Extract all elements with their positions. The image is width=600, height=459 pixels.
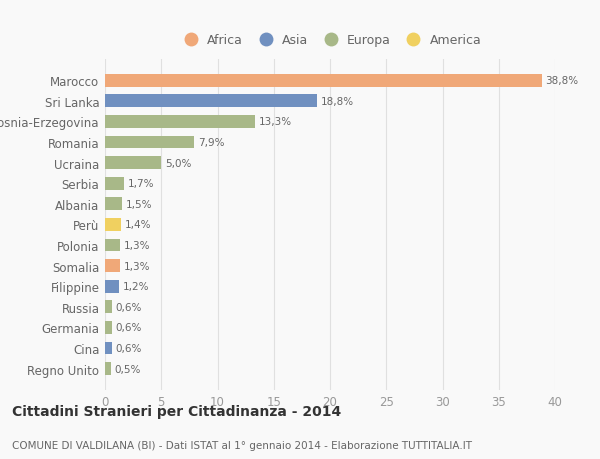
Text: 0,5%: 0,5% [115,364,141,374]
Bar [105,178,124,190]
Text: 18,8%: 18,8% [320,97,353,106]
Bar [105,198,122,211]
Bar [105,218,121,231]
Bar [105,260,119,272]
Bar [105,321,112,334]
Text: 0,6%: 0,6% [116,323,142,333]
Bar [105,363,110,375]
Text: 1,5%: 1,5% [126,199,152,209]
Bar [105,157,161,170]
Text: 0,6%: 0,6% [116,343,142,353]
Text: 5,0%: 5,0% [165,158,191,168]
Bar [105,75,542,87]
Text: 1,7%: 1,7% [128,179,155,189]
Text: 1,3%: 1,3% [124,241,150,251]
Text: 1,2%: 1,2% [122,281,149,291]
Text: Cittadini Stranieri per Cittadinanza - 2014: Cittadini Stranieri per Cittadinanza - 2… [12,404,341,418]
Text: 13,3%: 13,3% [259,117,292,127]
Bar [105,239,119,252]
Text: COMUNE DI VALDILANA (BI) - Dati ISTAT al 1° gennaio 2014 - Elaborazione TUTTITAL: COMUNE DI VALDILANA (BI) - Dati ISTAT al… [12,440,472,450]
Text: 0,6%: 0,6% [116,302,142,312]
Bar [105,116,254,129]
Bar [105,301,112,313]
Bar [105,136,194,149]
Bar [105,342,112,355]
Text: 1,4%: 1,4% [125,220,151,230]
Text: 1,3%: 1,3% [124,261,150,271]
Text: 7,9%: 7,9% [198,138,224,148]
Bar [105,280,119,293]
Text: 38,8%: 38,8% [545,76,578,86]
Bar [105,95,317,108]
Legend: Africa, Asia, Europa, America: Africa, Asia, Europa, America [179,34,481,47]
